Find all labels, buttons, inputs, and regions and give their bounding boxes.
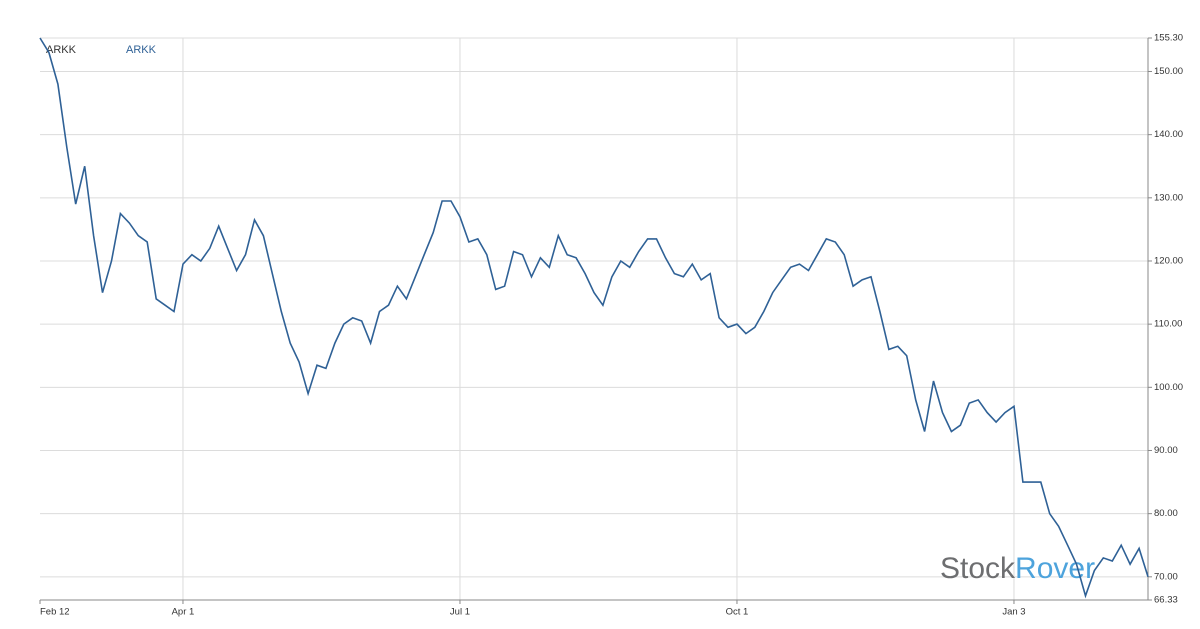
- watermark-part: Rover: [1015, 552, 1095, 585]
- x-tick-label: Jan 3: [1002, 607, 1025, 618]
- watermark-part: Stock: [940, 552, 1016, 585]
- y-tick-label: 130.00: [1154, 192, 1183, 203]
- y-tick-label: 120.00: [1154, 255, 1183, 266]
- legend-label: ARKK: [126, 44, 157, 56]
- y-tick-label: 100.00: [1154, 382, 1183, 393]
- x-tick-label: Jul 1: [450, 607, 470, 618]
- y-tick-label: 150.00: [1154, 66, 1183, 77]
- x-tick-label: Feb 12: [40, 607, 70, 618]
- y-tick-label: 90.00: [1154, 445, 1178, 456]
- y-tick-label: 110.00: [1154, 319, 1182, 330]
- y-tick-label: 70.00: [1154, 571, 1178, 582]
- x-tick-label: Oct 1: [726, 607, 749, 618]
- x-tick-label: Apr 1: [172, 607, 195, 618]
- chart-title: ARKK: [46, 44, 77, 56]
- watermark: StockRover: [940, 552, 1095, 585]
- y-tick-label: 155.30: [1154, 33, 1183, 44]
- y-tick-label: 80.00: [1154, 508, 1178, 519]
- price-line: [39, 37, 1149, 599]
- y-tick-label: 66.33: [1154, 595, 1178, 606]
- y-tick-label: 140.00: [1154, 129, 1183, 140]
